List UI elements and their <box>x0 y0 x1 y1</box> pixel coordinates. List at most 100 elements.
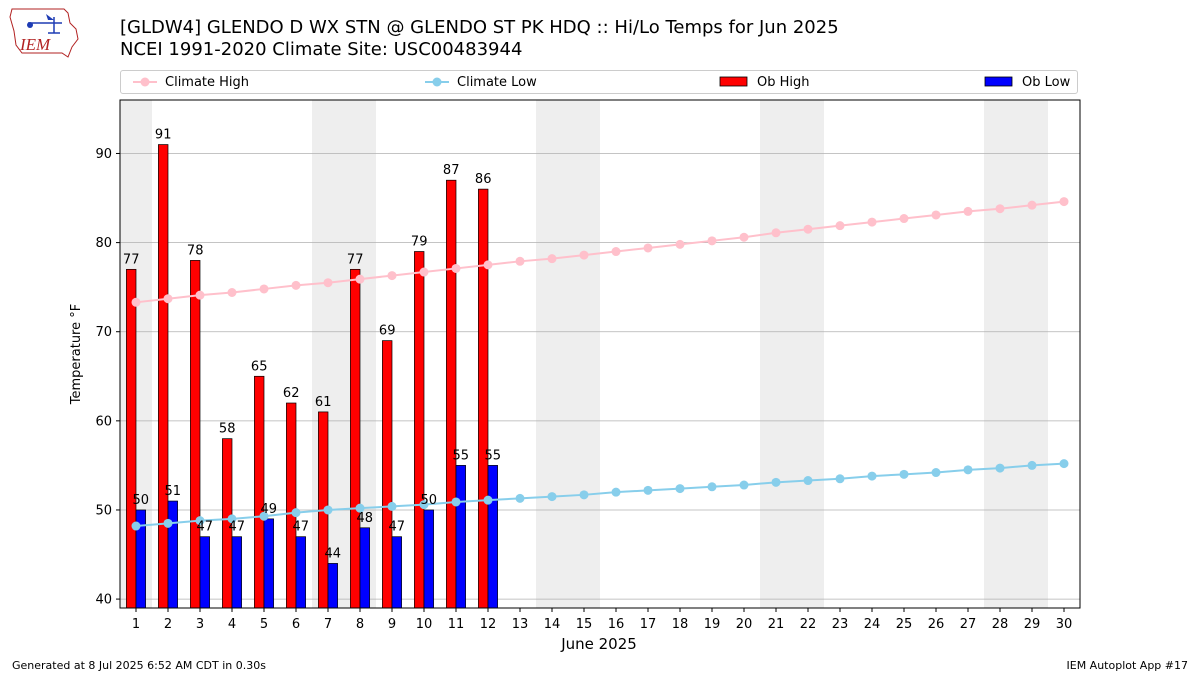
x-tick-label: 3 <box>196 617 204 632</box>
x-tick-label: 29 <box>1024 617 1041 632</box>
climate-low-point <box>771 477 781 487</box>
legend-item-ob-low: Ob Low <box>984 71 1070 93</box>
climate-low-point <box>387 501 397 511</box>
climate-low-point <box>835 474 845 484</box>
weekend-shade <box>792 100 824 608</box>
climate-high-point <box>419 267 429 277</box>
ob-low-bar <box>455 465 466 609</box>
ob-low-bar <box>359 527 370 609</box>
x-tick-label: 9 <box>388 617 396 632</box>
climate-low-point <box>355 503 365 513</box>
bar-value-label: 48 <box>357 511 374 526</box>
climate-low-point <box>483 495 493 505</box>
ob-high-bar <box>158 144 169 609</box>
x-tick-label: 14 <box>544 617 561 632</box>
bar-value-label: 51 <box>165 484 182 499</box>
climate-low-point <box>899 469 909 479</box>
bar-value-label: 62 <box>283 386 300 401</box>
climate-high-point <box>1027 200 1037 210</box>
climate-high-point <box>995 204 1005 214</box>
bar-value-label: 47 <box>197 520 214 535</box>
climate-low-point <box>1027 460 1037 470</box>
climate-low-point <box>195 516 205 526</box>
climate-high-point <box>931 210 941 220</box>
x-tick-label: 8 <box>356 617 364 632</box>
climate-low-point <box>867 471 877 481</box>
legend-item-climate-high: Climate High <box>133 71 249 93</box>
weekend-shade <box>536 100 568 608</box>
bar-value-label: 65 <box>251 359 268 374</box>
x-tick-label: 10 <box>416 617 433 632</box>
x-tick-label: 2 <box>164 617 172 632</box>
ob-high-bar <box>446 179 457 609</box>
climate-high-point <box>547 254 557 264</box>
ob-low-bar <box>295 536 306 609</box>
climate-low-point <box>995 463 1005 473</box>
bar-value-label: 50 <box>133 493 150 508</box>
climate-high-point <box>515 256 525 266</box>
climate-high-point <box>867 217 877 227</box>
climate-high-point <box>387 271 397 281</box>
bar-value-label: 50 <box>421 493 438 508</box>
climate-high-point <box>227 288 237 298</box>
bar-value-label: 49 <box>261 502 278 517</box>
legend-label: Climate Low <box>457 74 537 90</box>
legend-label: Climate High <box>165 74 250 90</box>
x-tick-label: 20 <box>736 617 753 632</box>
climate-low-line <box>135 462 1065 528</box>
chart-title: [GLDW4] GLENDO D WX STN @ GLENDO ST PK H… <box>120 17 839 38</box>
climate-high-point <box>803 224 813 234</box>
legend-line-marker-icon <box>133 77 157 87</box>
legend-label: Ob High <box>757 74 810 90</box>
ob-low-bar <box>263 518 274 609</box>
x-tick-label: 11 <box>448 617 465 632</box>
bar-value-label: 47 <box>389 520 406 535</box>
climate-high-point <box>483 260 493 270</box>
weekend-shade <box>760 100 792 608</box>
weekend-shade <box>568 100 600 608</box>
app-credit: IEM Autoplot App #17 <box>1066 659 1189 672</box>
x-tick-label: 12 <box>480 617 497 632</box>
ob-high-bar <box>286 402 297 609</box>
x-tick-label: 16 <box>608 617 625 632</box>
ob-low-bar <box>423 509 434 609</box>
bar-value-label: 69 <box>379 324 396 339</box>
ob-high-bar <box>254 375 265 609</box>
climate-high-point <box>323 278 333 288</box>
iem-logo: IEM <box>9 8 79 58</box>
climate-low-point <box>227 514 237 524</box>
legend-patch-icon <box>984 76 1013 87</box>
x-tick-label: 27 <box>960 617 977 632</box>
climate-high-line <box>135 200 1065 304</box>
x-tick-label: 7 <box>324 617 332 632</box>
climate-high-point <box>579 250 589 260</box>
bar-value-label: 77 <box>123 252 140 267</box>
legend-item-ob-high: Ob High <box>719 71 810 93</box>
ob-high-bar <box>350 268 361 609</box>
y-tick-label: 80 <box>95 236 112 251</box>
y-tick-label: 70 <box>95 325 112 340</box>
climate-high-point <box>611 247 621 257</box>
bar-value-label: 77 <box>347 252 364 267</box>
legend-item-climate-low: Climate Low <box>425 71 537 93</box>
x-tick-label: 26 <box>928 617 945 632</box>
climate-low-point <box>611 487 621 497</box>
y-tick-label: 50 <box>95 503 112 518</box>
legend-patch-icon <box>719 76 748 87</box>
climate-low-point <box>547 492 557 502</box>
climate-low-point <box>579 490 589 500</box>
logo-text: IEM <box>19 35 51 54</box>
climate-high-point <box>739 232 749 242</box>
climate-low-point <box>291 508 301 518</box>
weekend-shade <box>1016 100 1048 608</box>
ob-low-bar <box>327 563 338 609</box>
bar-value-label: 58 <box>219 422 236 437</box>
x-tick-label: 1 <box>132 617 140 632</box>
bar-value-label: 79 <box>411 235 428 250</box>
climate-high-point <box>675 239 685 249</box>
climate-low-point <box>675 484 685 494</box>
ob-high-bar <box>382 340 393 609</box>
climate-high-point <box>643 243 653 253</box>
bar-value-label: 55 <box>453 448 470 463</box>
